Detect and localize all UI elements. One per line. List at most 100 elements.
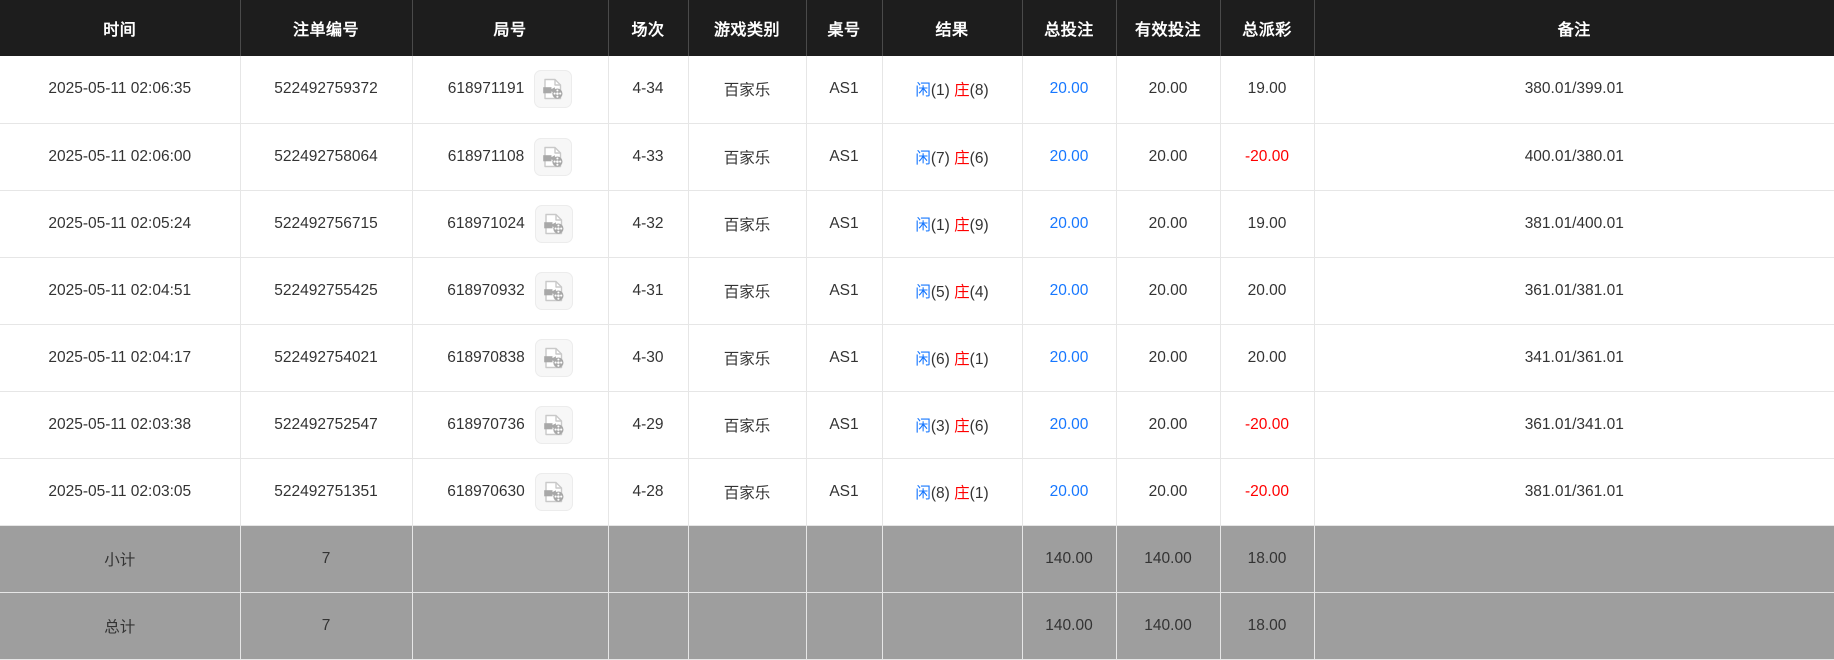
cell-game-type: 百家乐 bbox=[688, 190, 807, 258]
summary-result bbox=[882, 592, 1023, 660]
payout-value: 20.00 bbox=[1247, 281, 1287, 299]
video-replay-icon[interactable] bbox=[534, 204, 573, 243]
cell-order-no: 522492758064 bbox=[240, 123, 413, 191]
cell-result: 闲(1) 庄(8) bbox=[882, 56, 1023, 124]
cell-round-no: 618971108 bbox=[412, 123, 609, 191]
cell-round-no: 618971191 bbox=[412, 56, 609, 124]
cell-session: 4-30 bbox=[608, 324, 689, 392]
summary-payout: 18.00 bbox=[1220, 592, 1315, 660]
cell-total-bet[interactable]: 20.00 bbox=[1022, 324, 1117, 392]
column-header-time[interactable]: 时间 bbox=[0, 0, 241, 56]
total-bet-link[interactable]: 20.00 bbox=[1049, 415, 1089, 433]
total-bet-link[interactable]: 20.00 bbox=[1049, 80, 1089, 98]
column-header-order-no[interactable]: 注单编号 bbox=[240, 0, 413, 56]
cell-valid-bet: 20.00 bbox=[1116, 123, 1221, 191]
column-header-session[interactable]: 场次 bbox=[608, 0, 689, 56]
result-player-points: (7) bbox=[930, 149, 950, 167]
total-bet-link[interactable]: 20.00 bbox=[1049, 482, 1089, 500]
summary-row-subtotal: 小计 7 140.00 140.00 18.00 bbox=[0, 525, 1834, 593]
cell-total-bet[interactable]: 20.00 bbox=[1022, 56, 1117, 124]
cell-game-type: 百家乐 bbox=[688, 56, 807, 124]
column-header-remark[interactable]: 备注 bbox=[1314, 0, 1834, 56]
cell-round-no: 618970838 bbox=[412, 324, 609, 392]
column-header-result[interactable]: 结果 bbox=[882, 0, 1023, 56]
round-no-text: 618970736 bbox=[447, 415, 525, 433]
cell-payout: 20.00 bbox=[1220, 257, 1315, 325]
cell-round-no: 618971024 bbox=[412, 190, 609, 258]
cell-payout: 20.00 bbox=[1220, 324, 1315, 392]
cell-payout: -20.00 bbox=[1220, 123, 1315, 191]
result-banker-points: (8) bbox=[969, 82, 989, 100]
table-row: 2025-05-11 02:05:24 522492756715 618971024… bbox=[0, 190, 1834, 258]
table-body: 2025-05-11 02:06:35 522492759372 618971191… bbox=[0, 56, 1834, 526]
cell-time: 2025-05-11 02:03:38 bbox=[0, 391, 241, 459]
result-banker-label: 庄 bbox=[954, 417, 970, 435]
video-replay-icon[interactable] bbox=[534, 70, 573, 109]
summary-session bbox=[608, 592, 689, 660]
cell-payout: 19.00 bbox=[1220, 56, 1315, 124]
result-player-points: (6) bbox=[930, 350, 950, 368]
summary-total-bet: 140.00 bbox=[1022, 592, 1117, 660]
result-banker-points: (1) bbox=[969, 484, 989, 502]
summary-table-no bbox=[806, 525, 883, 593]
total-bet-link[interactable]: 20.00 bbox=[1049, 348, 1089, 366]
cell-session: 4-29 bbox=[608, 391, 689, 459]
table-row: 2025-05-11 02:04:51 522492755425 618970932… bbox=[0, 257, 1834, 325]
summary-game-type bbox=[688, 525, 807, 593]
cell-total-bet[interactable]: 20.00 bbox=[1022, 391, 1117, 459]
column-header-game-type[interactable]: 游戏类别 bbox=[688, 0, 807, 56]
payout-value: -20.00 bbox=[1245, 482, 1289, 500]
result-player-points: (8) bbox=[930, 484, 950, 502]
video-replay-icon[interactable] bbox=[534, 405, 573, 444]
video-replay-icon[interactable] bbox=[534, 472, 573, 511]
result-banker-points: (4) bbox=[969, 283, 989, 301]
summary-valid-bet: 140.00 bbox=[1116, 592, 1221, 660]
summary-session bbox=[608, 525, 689, 593]
cell-table-no: AS1 bbox=[806, 458, 883, 526]
result-banker-label: 庄 bbox=[954, 283, 970, 301]
cell-result: 闲(3) 庄(6) bbox=[882, 391, 1023, 459]
cell-order-no: 522492759372 bbox=[240, 56, 413, 124]
cell-total-bet[interactable]: 20.00 bbox=[1022, 458, 1117, 526]
cell-game-type: 百家乐 bbox=[688, 123, 807, 191]
result-player-points: (3) bbox=[930, 417, 950, 435]
cell-total-bet[interactable]: 20.00 bbox=[1022, 257, 1117, 325]
video-replay-icon[interactable] bbox=[534, 271, 573, 310]
cell-table-no: AS1 bbox=[806, 257, 883, 325]
result-player-points: (1) bbox=[930, 82, 950, 100]
round-no-text: 618970932 bbox=[447, 281, 525, 299]
summary-round-no bbox=[412, 592, 609, 660]
cell-game-type: 百家乐 bbox=[688, 391, 807, 459]
cell-round-no: 618970630 bbox=[412, 458, 609, 526]
total-bet-link[interactable]: 20.00 bbox=[1049, 281, 1089, 299]
summary-remark bbox=[1314, 525, 1834, 593]
total-bet-link[interactable]: 20.00 bbox=[1049, 214, 1089, 232]
result-player-label: 闲 bbox=[915, 216, 931, 234]
cell-payout: 19.00 bbox=[1220, 190, 1315, 258]
cell-table-no: AS1 bbox=[806, 56, 883, 124]
column-header-table-no[interactable]: 桌号 bbox=[806, 0, 883, 56]
cell-game-type: 百家乐 bbox=[688, 458, 807, 526]
summary-total-bet: 140.00 bbox=[1022, 525, 1117, 593]
column-header-valid-bet[interactable]: 有效投注 bbox=[1116, 0, 1221, 56]
video-replay-icon[interactable] bbox=[534, 137, 573, 176]
cell-total-bet[interactable]: 20.00 bbox=[1022, 190, 1117, 258]
summary-count: 7 bbox=[240, 525, 413, 593]
cell-total-bet[interactable]: 20.00 bbox=[1022, 123, 1117, 191]
column-header-round-no[interactable]: 局号 bbox=[412, 0, 609, 56]
cell-table-no: AS1 bbox=[806, 190, 883, 258]
cell-result: 闲(7) 庄(6) bbox=[882, 123, 1023, 191]
summary-game-type bbox=[688, 592, 807, 660]
summary-valid-bet: 140.00 bbox=[1116, 525, 1221, 593]
round-no-text: 618971024 bbox=[447, 214, 525, 232]
cell-payout: -20.00 bbox=[1220, 458, 1315, 526]
result-player-label: 闲 bbox=[915, 82, 931, 100]
total-bet-link[interactable]: 20.00 bbox=[1049, 147, 1089, 165]
column-header-payout[interactable]: 总派彩 bbox=[1220, 0, 1315, 56]
column-header-total-bet[interactable]: 总投注 bbox=[1022, 0, 1117, 56]
cell-order-no: 522492751351 bbox=[240, 458, 413, 526]
summary-table-no bbox=[806, 592, 883, 660]
cell-time: 2025-05-11 02:04:17 bbox=[0, 324, 241, 392]
summary-remark bbox=[1314, 592, 1834, 660]
video-replay-icon[interactable] bbox=[534, 338, 573, 377]
